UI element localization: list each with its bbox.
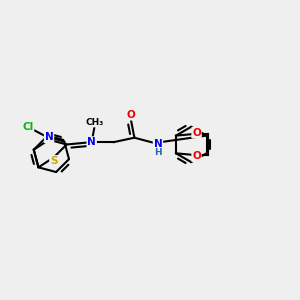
Text: S: S (50, 156, 58, 166)
Text: Cl: Cl (22, 122, 33, 132)
Text: N: N (154, 140, 162, 149)
Text: O: O (192, 128, 201, 138)
Text: CH₃: CH₃ (85, 118, 104, 127)
Text: O: O (192, 151, 201, 161)
Text: O: O (127, 110, 135, 120)
Text: H: H (154, 148, 162, 157)
Text: N: N (45, 132, 53, 142)
Text: N: N (87, 137, 96, 147)
